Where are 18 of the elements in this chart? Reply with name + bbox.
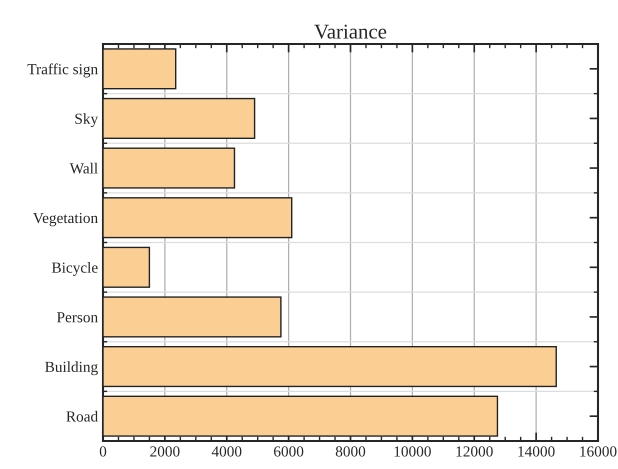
y-tick-label: Bicycle xyxy=(52,262,98,276)
x-tick-label: 10000 xyxy=(394,446,431,457)
y-tick-label: Vegetation xyxy=(32,212,98,226)
x-tick-label: 16000 xyxy=(580,446,617,457)
x-tick-label: 6000 xyxy=(274,446,304,457)
x-tick-label: 4000 xyxy=(212,446,242,457)
y-tick-label: Person xyxy=(56,312,98,322)
y-tick-label: Building xyxy=(45,361,98,376)
x-tick-label: 14000 xyxy=(518,446,555,457)
x-tick-label: 8000 xyxy=(336,446,366,457)
x-tick-label: 12000 xyxy=(456,446,493,457)
y-tick-label: Wall xyxy=(70,162,98,174)
y-tick-label: Road xyxy=(66,410,98,422)
y-tick-label: Sky xyxy=(75,113,98,128)
y-tick-label: Traffic sign xyxy=(28,63,98,78)
x-tick-label: 0 xyxy=(100,446,106,457)
x-tick-label: 2000 xyxy=(150,446,180,457)
chart-title: Variance xyxy=(314,24,386,39)
